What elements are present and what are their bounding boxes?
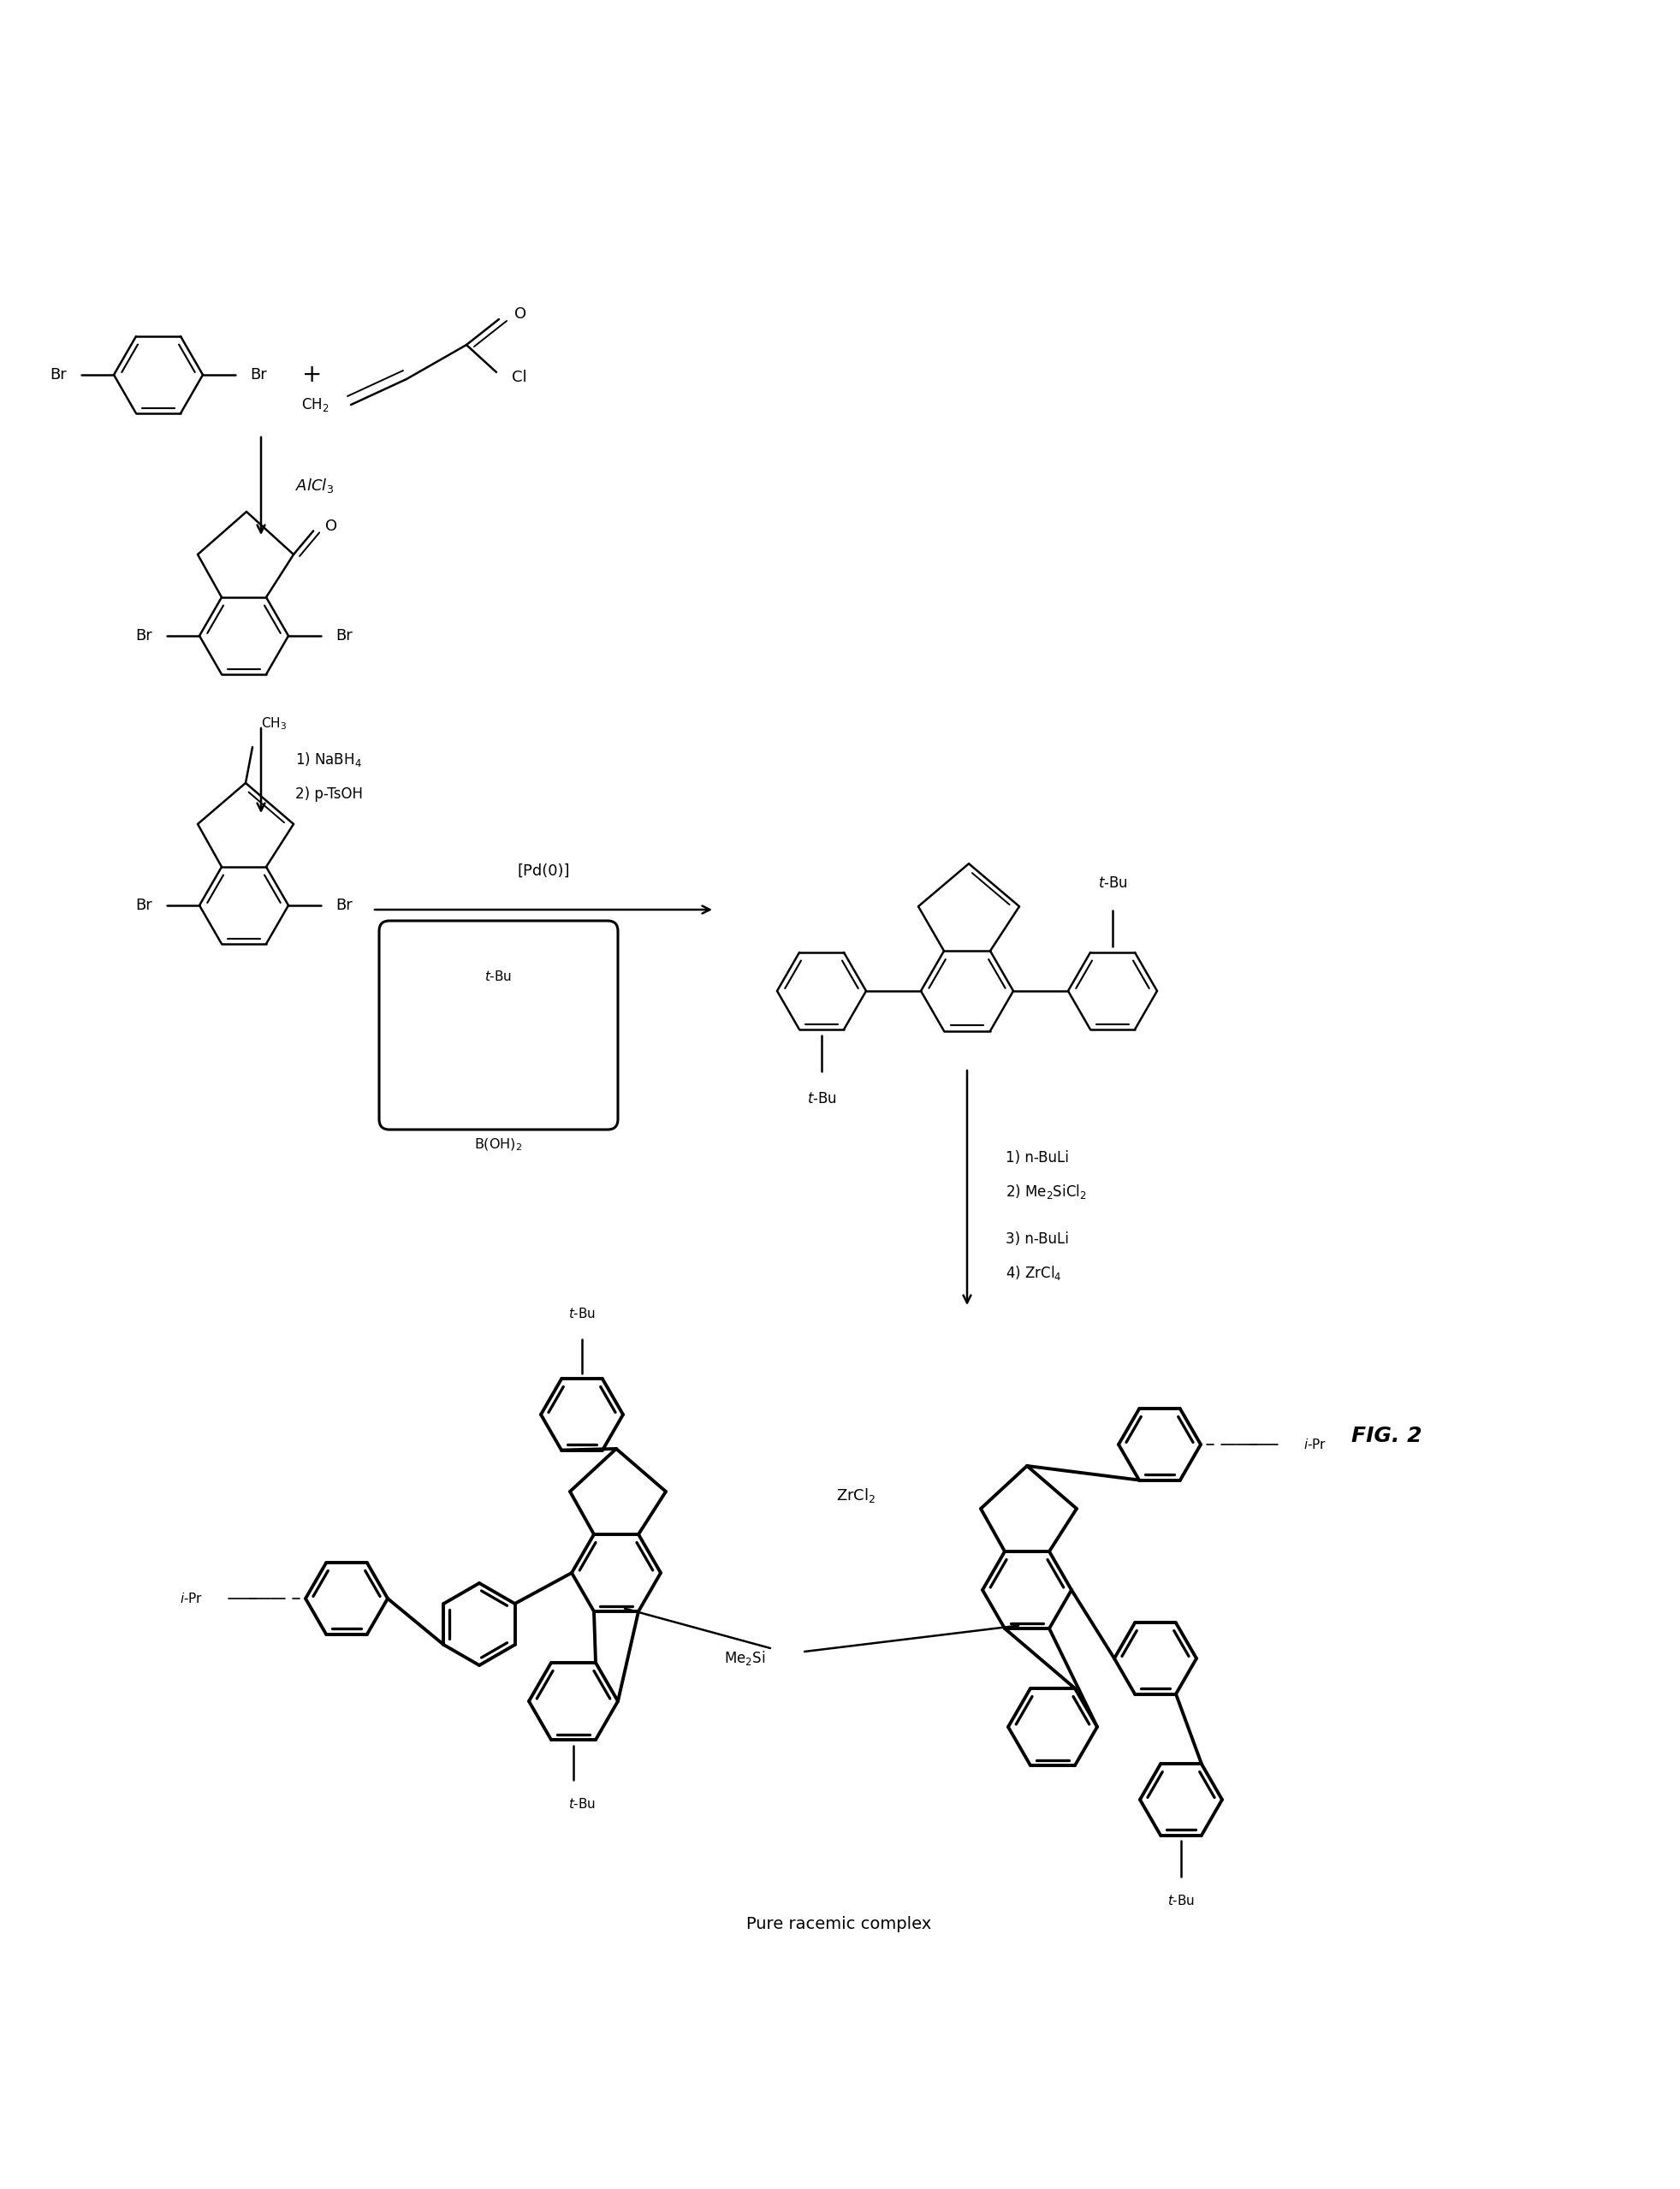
Text: $i$-Pr: $i$-Pr <box>1304 1438 1327 1451</box>
Text: Br: Br <box>336 628 353 644</box>
Text: 3) n-BuLi: 3) n-BuLi <box>1006 1232 1068 1248</box>
Text: Br: Br <box>50 368 67 383</box>
Text: 1) NaBH$_4$: 1) NaBH$_4$ <box>296 751 361 768</box>
Text: $i$-Pr: $i$-Pr <box>180 1591 203 1605</box>
Text: $t$-Bu: $t$-Bu <box>806 1090 837 1105</box>
Text: 1) n-BuLi: 1) n-BuLi <box>1006 1149 1068 1165</box>
Text: Pure racemic complex: Pure racemic complex <box>746 1915 931 1933</box>
Text: AlCl$_3$: AlCl$_3$ <box>296 477 334 495</box>
Text: 2) p-TsOH: 2) p-TsOH <box>296 786 363 801</box>
Text: O: O <box>326 519 338 534</box>
Text: Cl: Cl <box>512 370 528 385</box>
Text: [Pd(0)]: [Pd(0)] <box>517 862 570 878</box>
Text: B(OH)$_2$: B(OH)$_2$ <box>474 1138 522 1154</box>
Text: +: + <box>302 363 323 387</box>
Text: Br: Br <box>336 897 353 913</box>
Text: $t$-Bu: $t$-Bu <box>1097 876 1127 891</box>
Text: FIG. 2: FIG. 2 <box>1351 1425 1421 1447</box>
Text: $t$-Bu: $t$-Bu <box>568 1307 596 1320</box>
Text: Br: Br <box>136 897 153 913</box>
Text: 2) Me$_2$SiCl$_2$: 2) Me$_2$SiCl$_2$ <box>1006 1182 1087 1202</box>
Text: Me$_2$Si: Me$_2$Si <box>724 1651 766 1668</box>
Text: CH$_3$: CH$_3$ <box>260 716 287 731</box>
Text: $t$-Bu: $t$-Bu <box>568 1797 596 1810</box>
Text: Br: Br <box>250 368 267 383</box>
Text: O: O <box>514 306 526 322</box>
Text: Br: Br <box>136 628 153 644</box>
Text: ZrCl$_2$: ZrCl$_2$ <box>837 1486 875 1504</box>
Text: 4) ZrCl$_4$: 4) ZrCl$_4$ <box>1006 1265 1062 1283</box>
Text: $t$-Bu: $t$-Bu <box>486 970 512 983</box>
Text: $t$-Bu: $t$-Bu <box>1168 1893 1194 1907</box>
Text: CH$_2$: CH$_2$ <box>302 396 329 414</box>
FancyBboxPatch shape <box>380 922 618 1130</box>
